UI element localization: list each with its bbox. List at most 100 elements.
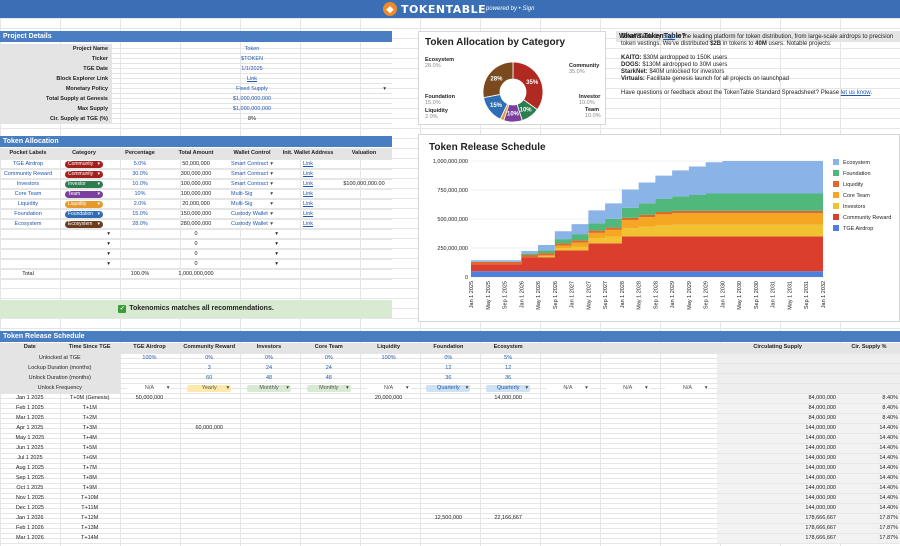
category-chip[interactable]: Foundation	[65, 210, 103, 218]
percentage-cell[interactable]: 30.0%	[112, 169, 168, 180]
sign-link[interactable]: Sign	[663, 34, 676, 40]
wallet-address-cell[interactable]	[280, 249, 336, 260]
wallet-control-cell[interactable]: Custody Wallet	[224, 209, 280, 220]
category-cell[interactable]: ▾	[56, 239, 112, 250]
unlock-frequency-cell[interactable]: Monthly	[239, 383, 299, 394]
percentage-cell[interactable]: 5.0%	[112, 159, 168, 170]
pocket-label[interactable]: Foundation	[0, 209, 56, 220]
wallet-address-cell[interactable]: Link	[280, 209, 336, 220]
wallet-address-link[interactable]: Link	[302, 160, 314, 167]
category-cell[interactable]: ▾	[56, 259, 112, 270]
wallet-control-select[interactable]: Multi-Sig	[231, 190, 273, 199]
project-field-value[interactable]: Token	[244, 46, 260, 52]
category-cell[interactable]: Team	[56, 189, 112, 200]
unlock-frequency-select[interactable]: Quarterly	[426, 384, 471, 392]
unlock-frequency-select[interactable]: N/A	[665, 384, 710, 392]
schedule-param-value[interactable]	[119, 363, 180, 374]
pocket-label[interactable]: TGE Airdrop	[0, 159, 56, 170]
unlock-frequency-cell[interactable]: Quarterly	[418, 383, 479, 394]
schedule-param-value[interactable]: 0%	[179, 353, 240, 364]
pocket-label[interactable]: Liquidity	[0, 199, 56, 210]
wallet-control-cell[interactable]: ▾	[224, 259, 280, 270]
wallet-control-select[interactable]: Smart Contract	[231, 180, 273, 189]
wallet-address-cell[interactable]: Link	[280, 179, 336, 190]
schedule-param-value[interactable]: 48	[298, 373, 359, 384]
schedule-param-value[interactable]: 48	[239, 373, 299, 384]
wallet-control-cell[interactable]: Multi-Sig	[224, 189, 280, 200]
category-cell[interactable]: Liquidity	[56, 199, 112, 210]
wallet-control-cell[interactable]: ▾	[224, 229, 280, 240]
unlock-frequency-cell[interactable]: N/A	[119, 383, 180, 394]
category-chip[interactable]: Community	[65, 170, 103, 178]
unlock-frequency-select[interactable]: Yearly	[187, 384, 232, 392]
wallet-address-link[interactable]: Link	[302, 190, 314, 197]
wallet-address-link[interactable]: Link	[302, 210, 314, 217]
schedule-param-value[interactable]: 12	[418, 363, 479, 374]
category-chip[interactable]: Team	[65, 190, 103, 198]
pocket-label[interactable]	[0, 249, 56, 260]
category-chip[interactable]: Community	[65, 160, 103, 168]
unlock-frequency-cell[interactable]: Monthly	[298, 383, 359, 394]
unlock-frequency-select[interactable]: Monthly	[306, 384, 351, 392]
percentage-cell[interactable]: 10.0%	[112, 179, 168, 190]
pocket-label[interactable]: Core Team	[0, 189, 56, 200]
wallet-control-cell[interactable]: Multi-Sig	[224, 199, 280, 210]
schedule-param-value[interactable]: 36	[418, 373, 479, 384]
feedback-link[interactable]: let us know	[840, 89, 871, 96]
wallet-address-link[interactable]: Link	[302, 170, 314, 177]
pocket-label[interactable]: Community Reward	[0, 169, 56, 180]
category-cell[interactable]: Ecosystem	[56, 219, 112, 230]
schedule-param-value[interactable]: 100%	[358, 353, 419, 364]
schedule-param-value[interactable]: 3	[179, 363, 240, 374]
unlock-frequency-select[interactable]: N/A	[605, 384, 650, 392]
wallet-address-cell[interactable]: Link	[280, 219, 336, 230]
project-field-value[interactable]: 8%	[248, 116, 256, 122]
pocket-label[interactable]: Investors	[0, 179, 56, 190]
wallet-address-cell[interactable]	[280, 259, 336, 270]
category-cell[interactable]: ▾	[56, 229, 112, 240]
unlock-frequency-cell[interactable]: Quarterly	[478, 383, 539, 394]
wallet-address-cell[interactable]: Link	[280, 169, 336, 180]
schedule-param-value[interactable]: 100%	[119, 353, 180, 364]
percentage-cell[interactable]	[112, 259, 168, 270]
wallet-control-select[interactable]: Custody Wallet	[231, 220, 273, 229]
percentage-cell[interactable]	[112, 229, 168, 240]
unlock-frequency-select[interactable]: N/A	[545, 384, 590, 392]
percentage-cell[interactable]	[112, 239, 168, 250]
unlock-frequency-select[interactable]: Quarterly	[486, 384, 531, 392]
category-chip[interactable]: Liquidity	[65, 200, 103, 208]
unlock-frequency-cell[interactable]: Yearly	[179, 383, 240, 394]
schedule-param-value[interactable]	[358, 363, 419, 374]
category-cell[interactable]: ▾	[56, 249, 112, 260]
schedule-param-value[interactable]: 0%	[239, 353, 299, 364]
wallet-address-cell[interactable]: Link	[280, 189, 336, 200]
percentage-cell[interactable]	[112, 249, 168, 260]
wallet-address-link[interactable]: Link	[302, 180, 314, 187]
category-cell[interactable]: Community	[56, 159, 112, 170]
schedule-param-value[interactable]	[358, 373, 419, 384]
wallet-control-cell[interactable]: Smart Contract	[224, 159, 280, 170]
wallet-address-link[interactable]: Link	[302, 220, 314, 227]
schedule-param-value[interactable]: 24	[239, 363, 299, 374]
unlock-frequency-cell[interactable]: N/A	[538, 383, 598, 394]
wallet-control-cell[interactable]: ▾	[224, 249, 280, 260]
wallet-control-cell[interactable]: Smart Contract	[224, 179, 280, 190]
category-chip[interactable]: Investor	[65, 180, 103, 188]
schedule-param-value[interactable]: 36	[478, 373, 539, 384]
category-chip[interactable]: Ecosystem	[65, 220, 103, 228]
wallet-control-select[interactable]: Multi-Sig	[231, 200, 273, 209]
schedule-param-value[interactable]: 0%	[298, 353, 359, 364]
percentage-cell[interactable]: 10%	[112, 189, 168, 200]
pocket-label[interactable]	[0, 259, 56, 270]
pocket-label[interactable]: Ecosystem	[0, 219, 56, 230]
schedule-param-value[interactable]	[119, 373, 180, 384]
pocket-label[interactable]	[0, 229, 56, 240]
percentage-cell[interactable]: 2.0%	[112, 199, 168, 210]
wallet-control-cell[interactable]: ▾	[224, 239, 280, 250]
category-cell[interactable]: Foundation	[56, 209, 112, 220]
wallet-address-cell[interactable]	[280, 229, 336, 240]
unlock-frequency-select[interactable]: N/A	[127, 384, 172, 392]
schedule-param-value[interactable]: 12	[478, 363, 539, 374]
wallet-address-cell[interactable]: Link	[280, 159, 336, 170]
unlock-frequency-select[interactable]: Monthly	[247, 384, 292, 392]
